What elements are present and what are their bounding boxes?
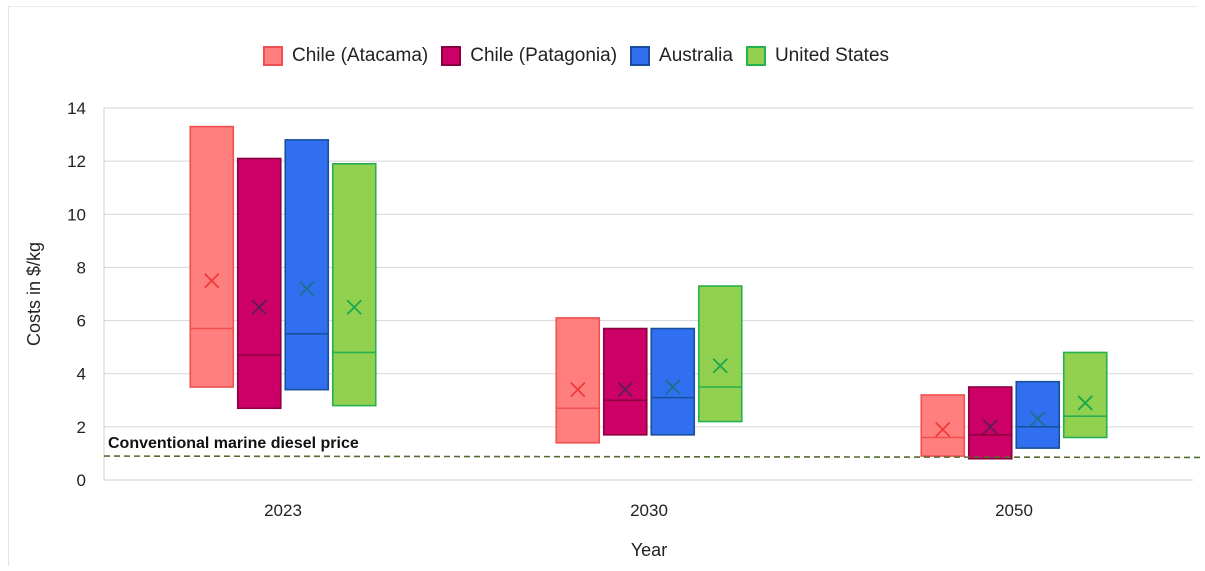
legend: Chile (Atacama) Chile (Patagonia) Australi… xyxy=(263,43,902,69)
mean-marker xyxy=(1030,411,1046,427)
box xyxy=(920,394,966,457)
legend-swatch xyxy=(745,46,766,66)
box xyxy=(189,125,235,388)
mean-marker xyxy=(1077,395,1093,411)
reference-line-label: Conventional marine diesel price xyxy=(108,435,359,452)
mean-marker xyxy=(570,382,586,398)
mean-marker xyxy=(712,358,728,374)
reference-line xyxy=(103,455,1202,459)
legend-item: Australia xyxy=(630,45,733,67)
x-tick-label: 2023 xyxy=(264,501,302,520)
box xyxy=(697,285,743,423)
mean-marker xyxy=(935,421,951,438)
mean-marker xyxy=(982,419,998,435)
legend-swatch xyxy=(263,46,283,66)
y-axis-title: Costs in $/kg xyxy=(24,242,44,346)
box xyxy=(331,163,377,407)
box xyxy=(967,386,1013,460)
mean-marker xyxy=(299,281,315,297)
legend-label: Chile (Atacama) xyxy=(292,45,429,66)
legend-swatch xyxy=(630,46,651,66)
box xyxy=(602,327,648,436)
box xyxy=(555,317,601,444)
legend-swatch xyxy=(441,46,462,66)
mean-marker xyxy=(617,382,633,398)
mean-marker xyxy=(251,299,267,315)
legend-item: Chile (Atacama) xyxy=(263,45,428,67)
y-tick-label: 2 xyxy=(77,418,86,437)
x-tick-label: 2030 xyxy=(630,501,668,520)
y-tick-label: 8 xyxy=(77,258,86,277)
y-tick-label: 4 xyxy=(77,365,86,384)
box xyxy=(284,139,330,391)
box xyxy=(236,157,282,410)
chart-frame xyxy=(8,6,1198,566)
y-tick-label: 6 xyxy=(77,312,86,331)
legend-item: United States xyxy=(745,45,890,67)
mean-marker xyxy=(346,299,362,315)
legend-label: Australia xyxy=(659,45,733,66)
y-tick-label: 12 xyxy=(67,152,86,171)
y-tick-label: 14 xyxy=(67,99,86,118)
mean-marker xyxy=(665,379,681,395)
y-tick-label: 10 xyxy=(67,205,86,224)
x-tick-label: 2050 xyxy=(995,501,1033,520)
legend-item: Chile (Patagonia) xyxy=(441,45,617,67)
box xyxy=(1062,351,1108,439)
legend-label: Chile (Patagonia) xyxy=(470,45,618,66)
mean-marker xyxy=(204,273,220,289)
y-tick-label: 0 xyxy=(77,471,86,490)
box xyxy=(650,327,696,436)
box xyxy=(1015,380,1061,449)
legend-label: United States xyxy=(774,45,890,66)
x-axis-title: Year xyxy=(631,540,667,560)
